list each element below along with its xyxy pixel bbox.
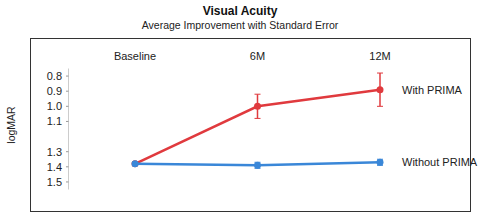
- point: [377, 159, 384, 166]
- y-axis-line: [68, 69, 69, 190]
- point: [254, 162, 261, 169]
- y-tick: [66, 151, 69, 152]
- series-label: Without PRIMA: [402, 156, 478, 168]
- point: [377, 86, 384, 93]
- series-line: [135, 90, 380, 164]
- plot-area: [132, 73, 384, 169]
- error-bar: [255, 94, 261, 118]
- y-tick: [66, 121, 69, 122]
- point: [254, 103, 261, 110]
- title: Visual Acuity: [203, 4, 278, 18]
- y-tick: [66, 166, 69, 167]
- y-tick: [66, 106, 69, 107]
- y-tick-label: 1.1: [47, 115, 62, 127]
- y-tick: [66, 181, 69, 182]
- point: [132, 160, 139, 167]
- y-axis-label: logMAR: [5, 106, 17, 144]
- chart: Visual AcuityAverage Improvement with St…: [0, 0, 480, 221]
- x-tick-label: 6M: [250, 50, 265, 62]
- error-bar: [377, 73, 383, 106]
- error-bar: [255, 162, 261, 168]
- series-label: With PRIMA: [402, 84, 463, 96]
- error-bar: [377, 159, 383, 165]
- x-tick-label: 12M: [369, 50, 390, 62]
- y-tick-label: 1.3: [47, 146, 62, 158]
- subtitle: Average Improvement with Standard Error: [142, 19, 339, 31]
- y-tick-label: 1.0: [47, 100, 62, 112]
- y-tick-label: 1.4: [47, 161, 62, 173]
- y-tick: [66, 76, 69, 77]
- y-tick-label: 1.5: [47, 176, 62, 188]
- point: [132, 160, 139, 167]
- x-tick-label: Baseline: [114, 50, 156, 62]
- y-tick-label: 0.9: [47, 85, 62, 97]
- y-tick-label: 0.8: [47, 70, 62, 82]
- plot-frame: [31, 39, 471, 212]
- y-tick: [66, 91, 69, 92]
